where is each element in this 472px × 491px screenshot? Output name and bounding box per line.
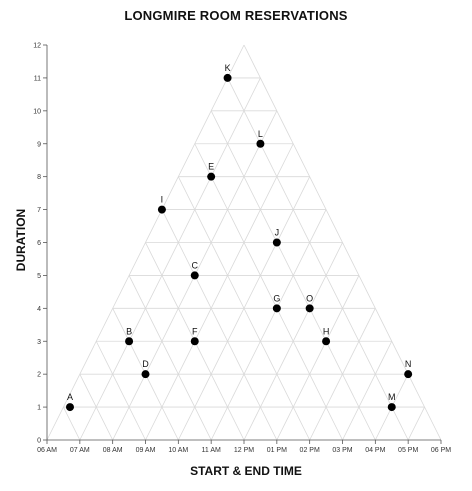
x-axis-label: START & END TIME <box>190 464 302 478</box>
data-point <box>256 139 265 148</box>
grid-line <box>95 341 146 441</box>
y-tick-label: 11 <box>34 75 41 82</box>
data-point <box>65 403 74 412</box>
data-point-label: M <box>388 392 396 402</box>
x-tick-label: 12 PM <box>234 447 254 454</box>
grid-line <box>276 275 360 441</box>
data-point-label: I <box>161 195 164 205</box>
y-tick-label: 2 <box>37 372 41 379</box>
data-point-label: G <box>273 293 280 303</box>
data-point-label: J <box>275 228 280 238</box>
grid-line <box>128 275 212 441</box>
grid-line <box>227 77 409 441</box>
data-point-label: C <box>192 260 199 270</box>
data-point <box>404 370 413 379</box>
data-point <box>125 337 134 346</box>
y-tick-label: 12 <box>33 43 41 50</box>
grid-line <box>210 110 376 441</box>
triangular-grid <box>46 44 442 441</box>
y-tick-label: 4 <box>37 306 41 313</box>
x-tick-label: 10 AM <box>168 447 188 454</box>
data-point-label: H <box>323 326 330 336</box>
data-point <box>305 304 314 313</box>
x-tick-label: 05 PM <box>398 447 418 454</box>
data-point-label: D <box>142 359 149 369</box>
grid-line <box>161 209 278 441</box>
data-point-label: L <box>258 129 263 139</box>
x-tick-label: 06 AM <box>37 447 57 454</box>
axes: 06 AM 07 AM 08 AM 09 AM 10 AM 11 AM 12 PM 01 PM… <box>33 43 451 455</box>
grid-line <box>210 209 327 441</box>
y-tick-label: 9 <box>37 141 41 148</box>
data-point-label: E <box>208 162 214 172</box>
y-tick-label: 3 <box>37 339 41 346</box>
x-tick-label: 07 AM <box>70 447 90 454</box>
data-point <box>223 73 232 82</box>
data-point <box>272 238 281 247</box>
grid-line <box>342 341 393 441</box>
y-tick-label: 6 <box>37 240 41 247</box>
y-tick-label: 10 <box>33 108 41 115</box>
data-point <box>322 337 331 346</box>
grid-line <box>145 143 294 441</box>
y-tick-label: 5 <box>37 273 41 280</box>
x-tick-label: 09 AM <box>136 447 156 454</box>
x-tick-label: 03 PM <box>332 447 352 454</box>
y-tick-label: 7 <box>37 207 41 214</box>
data-point <box>157 205 166 214</box>
x-tick-label: 04 PM <box>365 447 385 454</box>
grid-line <box>79 373 114 441</box>
data-point <box>190 271 199 280</box>
data-point <box>141 370 150 379</box>
data-points: A B C D E F G H I J K L M N O <box>65 63 413 412</box>
data-point-label: F <box>192 326 198 336</box>
y-tick-label: 1 <box>37 405 41 412</box>
y-tick-label: 0 <box>37 438 41 445</box>
y-tick-label: 8 <box>37 174 41 181</box>
data-point <box>387 403 396 412</box>
x-tick-label: 06 PM <box>431 447 451 454</box>
grid-line <box>63 406 81 441</box>
x-tick-label: 02 PM <box>300 447 320 454</box>
grid-line <box>407 406 425 441</box>
data-point-label: B <box>126 326 132 336</box>
grid-line <box>177 176 311 441</box>
data-point-label: K <box>225 63 231 73</box>
x-tick-label: 11 AM <box>202 447 221 454</box>
data-point <box>190 337 199 346</box>
grid-line <box>194 143 343 441</box>
data-point <box>207 172 216 181</box>
grid-line <box>79 77 261 441</box>
data-point <box>272 304 281 313</box>
data-point-label: O <box>306 293 313 303</box>
x-tick-label: 01 PM <box>267 447 287 454</box>
x-tick-label: 08 AM <box>103 447 123 454</box>
chart-title: LONGMIRE ROOM RESERVATIONS <box>124 8 348 23</box>
data-point-label: N <box>405 359 412 369</box>
data-point-label: A <box>67 392 73 402</box>
